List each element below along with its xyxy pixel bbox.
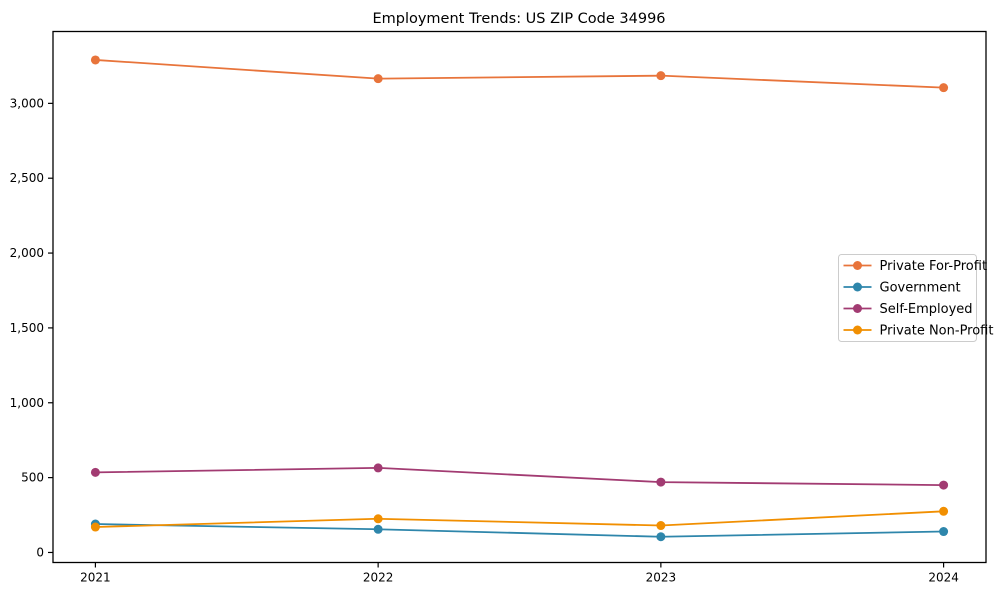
legend-label-private-for-profit: Private For-Profit xyxy=(880,259,988,274)
series-line-private-non-profit xyxy=(95,510,944,528)
plot-frame xyxy=(52,30,987,564)
y-tick-label: 2,000 xyxy=(10,246,44,260)
series-line-government xyxy=(95,523,944,538)
data-point-government-2022 xyxy=(373,524,383,534)
data-point-private-for-profit-2023 xyxy=(656,71,666,81)
x-tick-label: 2023 xyxy=(646,571,677,585)
data-point-private-non-profit-2021 xyxy=(90,522,100,532)
legend-marker-private-for-profit xyxy=(853,261,862,270)
y-tick-label: 2,500 xyxy=(10,171,44,185)
y-tick-label: 1,000 xyxy=(10,396,44,410)
x-tick-label: 2024 xyxy=(928,571,959,585)
legend-box xyxy=(838,254,977,342)
series-line-private-for-profit xyxy=(95,59,944,89)
y-tick-label: 3,000 xyxy=(10,96,44,110)
legend-marker-self-employed xyxy=(853,304,862,313)
chart-title: Employment Trends: US ZIP Code 34996 xyxy=(372,11,665,27)
data-point-private-non-profit-2023 xyxy=(656,521,666,531)
y-tick-label: 500 xyxy=(21,471,44,485)
legend-marker-government xyxy=(853,282,862,292)
legend-label-private-non-profit: Private Non-Profit xyxy=(880,324,994,339)
data-point-private-for-profit-2024 xyxy=(939,83,949,93)
data-point-private-for-profit-2022 xyxy=(373,74,383,84)
x-tick-label: 2021 xyxy=(80,571,111,585)
data-point-private-non-profit-2024 xyxy=(939,506,949,516)
data-point-private-non-profit-2022 xyxy=(373,514,383,524)
y-tick-label: 1,500 xyxy=(10,321,44,335)
legend-label-government: Government xyxy=(880,281,961,296)
x-tick-label: 2022 xyxy=(363,571,394,585)
legend-marker-private-non-profit xyxy=(853,325,862,335)
data-point-self-employed-2021 xyxy=(90,467,100,477)
data-point-government-2024 xyxy=(939,527,949,537)
data-point-government-2023 xyxy=(656,532,666,542)
legend-label-self-employed: Self-Employed xyxy=(880,302,973,317)
data-point-private-for-profit-2021 xyxy=(90,55,100,65)
series-line-self-employed xyxy=(95,466,944,487)
data-point-self-employed-2022 xyxy=(373,463,383,473)
data-point-self-employed-2024 xyxy=(939,480,949,490)
y-tick-label: 0 xyxy=(36,545,44,559)
data-point-self-employed-2023 xyxy=(656,477,666,487)
